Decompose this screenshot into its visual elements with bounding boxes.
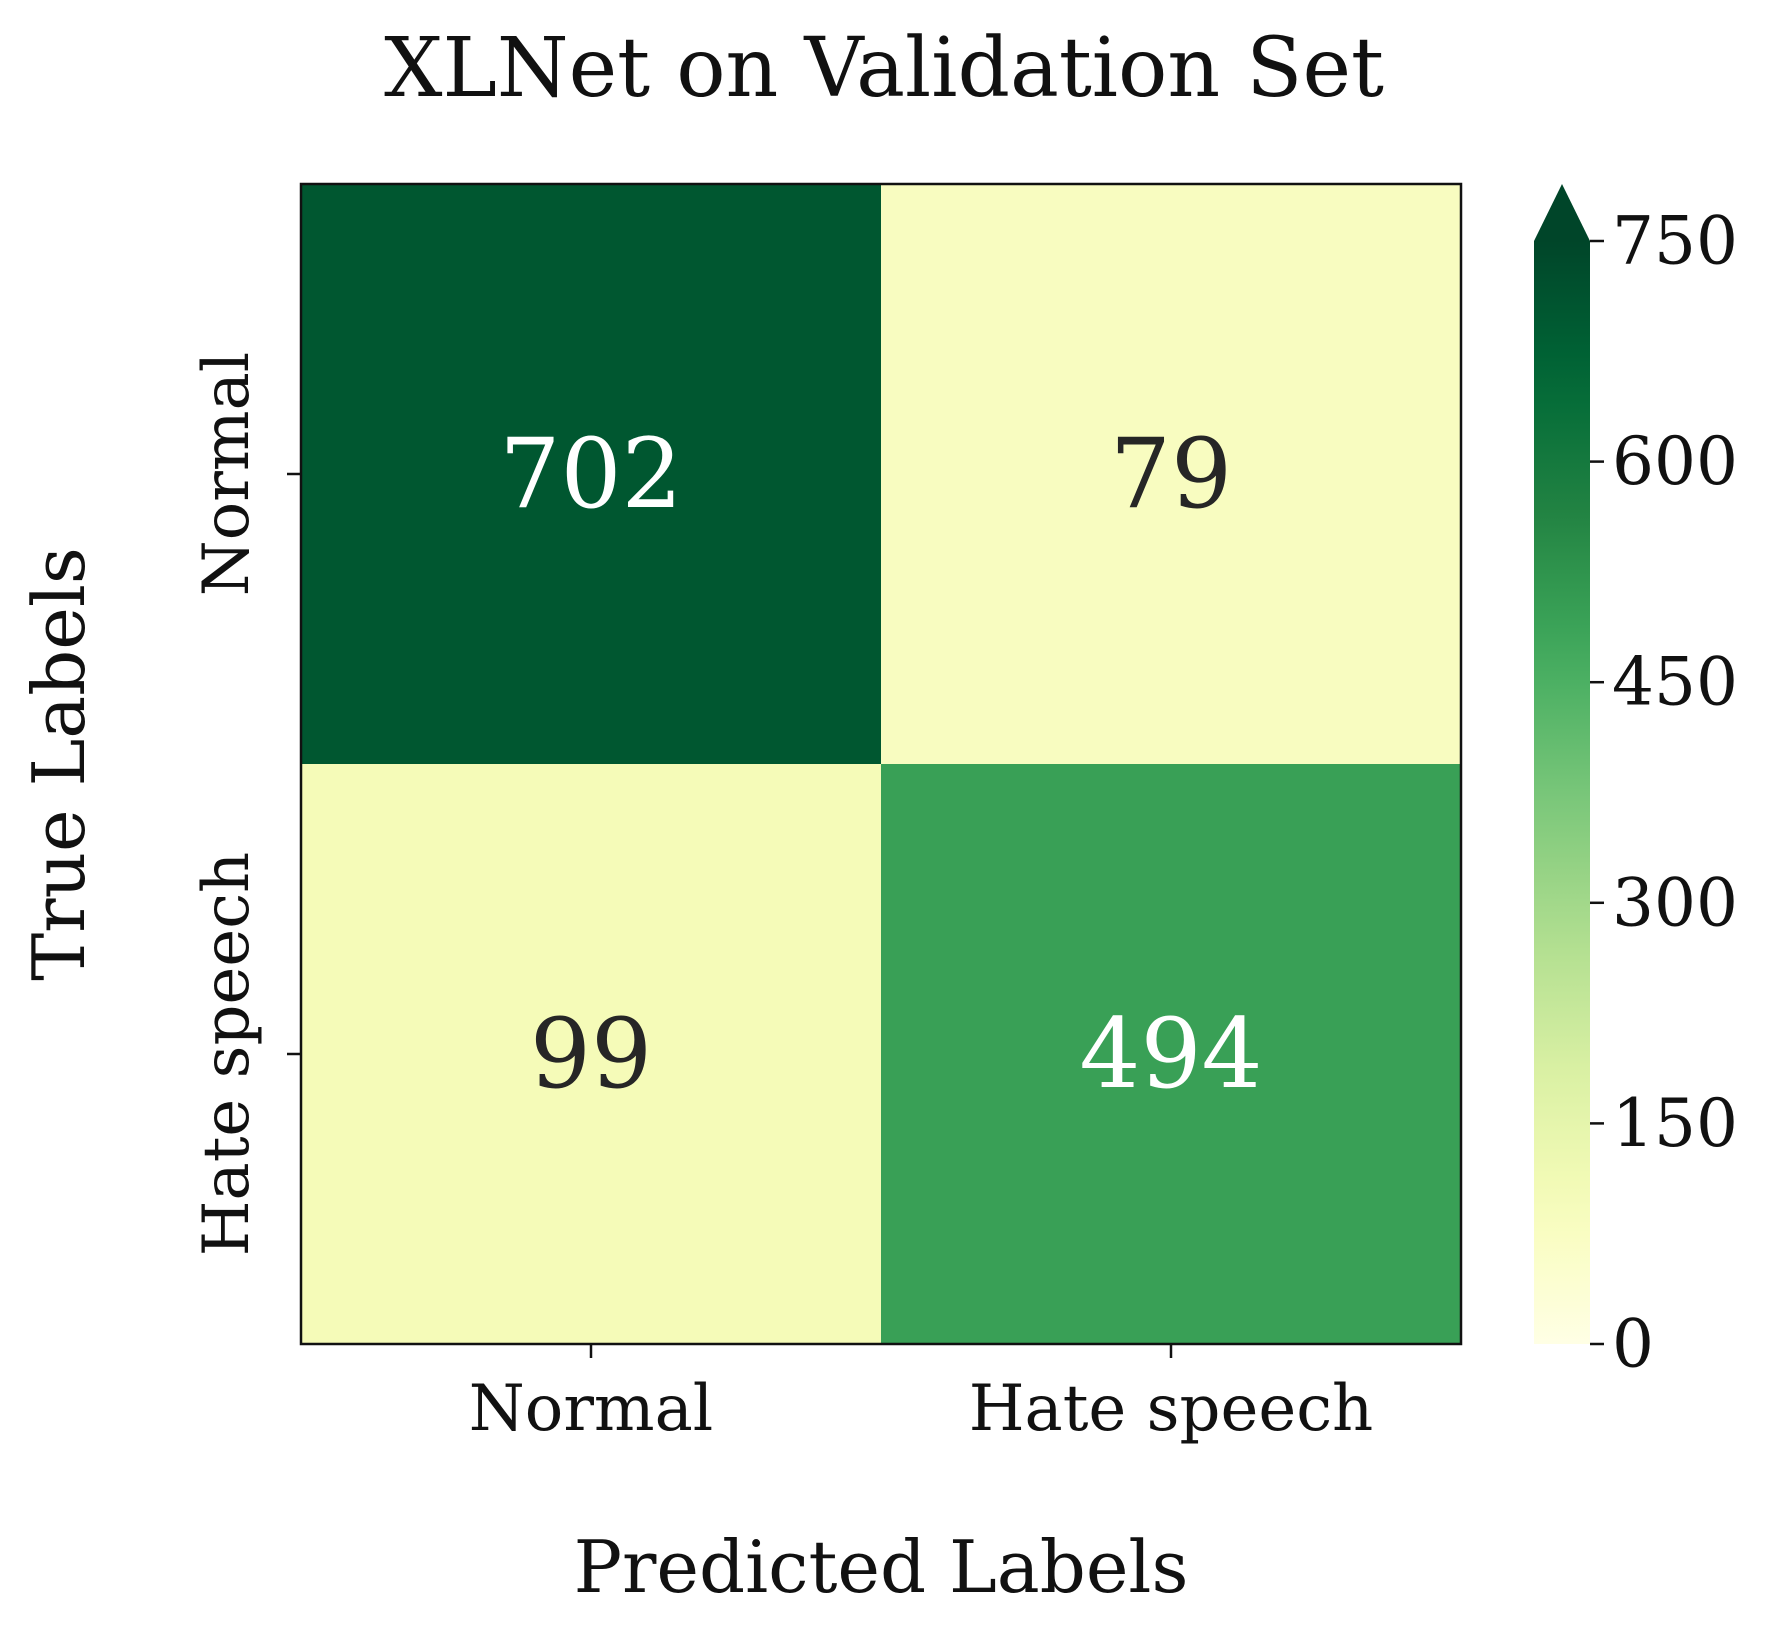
cell-value-label: 79 [1110,418,1232,530]
colorbar-gradient [1534,241,1590,1344]
colorbar-tick-label: 300 [1612,864,1738,941]
heatmap-cell [301,184,882,765]
colorbar-tick-label: 600 [1612,423,1738,500]
cell-value-label: 494 [1079,998,1262,1110]
y-axis-ticks: Normal Hate speech [190,352,301,1256]
chart-title: XLNet on Validation Set [384,21,1384,116]
cell-value-label: 99 [530,998,652,1110]
matrix-frame [299,182,1463,1346]
colorbar: 0 150 300 450 600 750 [1534,184,1738,1383]
colorbar-tick-label: 450 [1612,644,1738,721]
y-tick-label: Hate speech [190,852,264,1257]
heatmap-cell [881,764,1462,1345]
colorbar-tick-label: 150 [1612,1085,1738,1162]
colorbar-extend-arrow [1534,184,1590,241]
x-tick-label: Normal [469,1372,713,1446]
colorbar-tick-label: 0 [1612,1306,1654,1383]
cell-value-label: 702 [499,418,682,530]
x-axis-label: Predicted Labels [574,1525,1189,1609]
x-tick-label: Hate speech [969,1372,1374,1446]
heatmap-cells: 702 79 99 494 [301,184,1462,1345]
y-tick-label: Normal [190,352,264,596]
heatmap-cell [301,764,882,1345]
y-axis-label: True Labels [17,547,101,981]
colorbar-tick-label: 750 [1612,203,1738,280]
heatmap-cell [881,184,1462,765]
x-axis-ticks: Normal Hate speech [469,1344,1373,1446]
